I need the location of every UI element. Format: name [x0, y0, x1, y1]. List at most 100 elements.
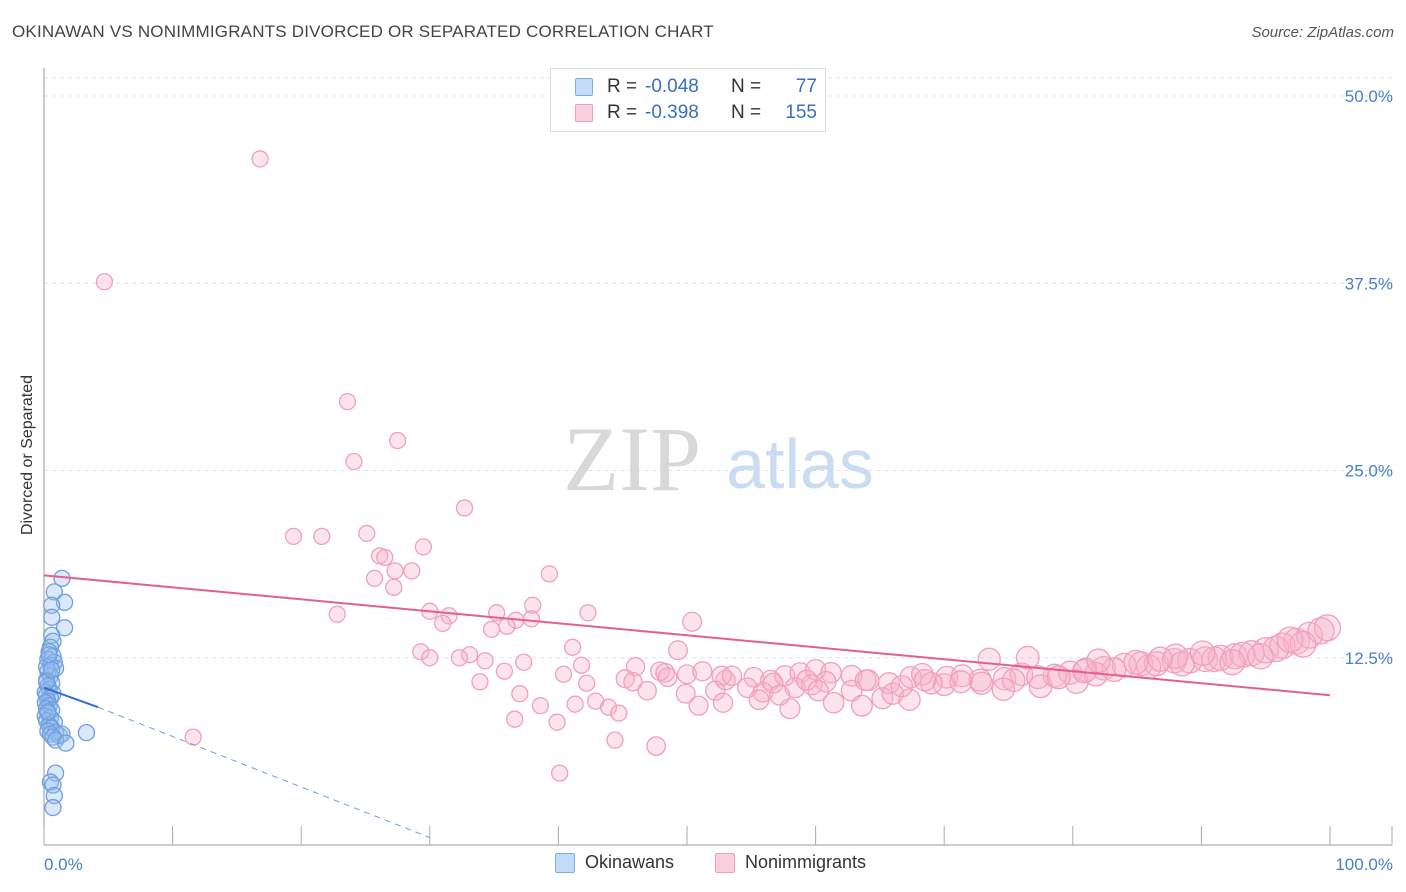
nonimmigrants-point — [615, 669, 635, 689]
okinawans-point — [43, 608, 61, 626]
okinawans-swatch — [555, 852, 575, 873]
nonimmigrants-trend-line — [43, 574, 1331, 697]
nonimmigrants-point — [388, 431, 407, 450]
nonimmigrants-point — [511, 685, 529, 703]
nonimmigrants-points — [95, 150, 1342, 782]
nonimmigrants-point — [807, 679, 829, 702]
nonimmigrants-point — [1046, 665, 1071, 690]
y-tick-label: 50.0% — [1345, 87, 1393, 106]
nonimmigrants-point — [578, 674, 596, 692]
legend-swatch-okinawans — [575, 78, 593, 96]
watermark-zip: ZIP — [563, 408, 701, 510]
tick-labels: 12.5% 25.0% 37.5% 50.0% 0.0% 100.0% — [44, 87, 1393, 874]
okinawans-point — [55, 593, 74, 611]
nonimmigrants-point — [815, 670, 837, 693]
nonimmigrants-point — [1219, 649, 1246, 676]
nonimmigrants-point — [184, 728, 202, 746]
nonimmigrants-point — [623, 672, 643, 692]
okinawans-point — [41, 773, 60, 791]
nonimmigrants-point — [461, 646, 479, 664]
nonimmigrants-point — [606, 731, 624, 749]
nonimmigrants-point — [313, 527, 331, 546]
y-tick-label: 25.0% — [1345, 462, 1393, 481]
nonimmigrants-point — [450, 649, 469, 667]
nonimmigrants-point — [338, 392, 357, 411]
nonimmigrants-point — [515, 653, 533, 671]
nonimmigrants-point — [376, 548, 394, 567]
okinawans-point — [45, 583, 63, 601]
nonimmigrants-point — [890, 674, 913, 698]
nonimmigrants-point — [554, 665, 573, 683]
okinawans-points — [36, 569, 96, 817]
y-tick-label: 12.5% — [1345, 649, 1393, 668]
legend-swatch-nonimmigrants — [575, 104, 593, 122]
nonimmigrants-point — [386, 562, 404, 580]
nonimmigrants-point — [1015, 645, 1040, 670]
series-legend: Okinawans Nonimmigrants — [0, 852, 1406, 876]
watermark-atlas: atlas — [726, 425, 874, 503]
nonimmigrants-point — [358, 524, 376, 543]
nonimmigrants-point — [412, 643, 430, 661]
nonimmigrants-point — [682, 611, 703, 632]
nonimmigrants-point — [566, 695, 584, 713]
nonimmigrants-point — [854, 669, 877, 692]
nonimmigrants-point — [1247, 642, 1274, 670]
nonimmigrants-point — [637, 680, 657, 701]
nonimmigrants-point — [471, 673, 489, 691]
nonimmigrants-point — [1189, 640, 1216, 667]
nonimmigrants-point — [345, 452, 363, 471]
nonimmigrants-point — [540, 565, 559, 583]
legend-r-value: -0.048 — [645, 76, 699, 97]
nonimmigrants-point — [969, 671, 994, 695]
legend-n-label: N = — [731, 76, 762, 97]
nonimmigrants-point — [692, 661, 713, 682]
legend-n-value: 77 — [795, 76, 817, 97]
nonimmigrants-point — [748, 689, 770, 711]
nonimmigrants-point — [949, 670, 973, 694]
legend-r-label: R = — [607, 102, 638, 123]
nonimmigrants-point — [688, 695, 709, 716]
nonimmigrants-point — [579, 604, 597, 622]
nonimmigrants-point — [563, 638, 582, 656]
legend-n-value: 155 — [785, 102, 817, 123]
nonimmigrants-point — [328, 605, 346, 623]
nonimmigrants-point — [657, 667, 678, 688]
nonimmigrants-point — [498, 617, 516, 635]
legend-n-label: N = — [731, 102, 762, 123]
nonimmigrants-point — [1001, 668, 1026, 693]
legend-r-label: R = — [607, 76, 638, 97]
nonimmigrants-point — [668, 640, 688, 661]
nonimmigrants-point — [977, 647, 1001, 671]
okinawans-point — [39, 703, 57, 721]
nonimmigrants-point — [414, 538, 433, 556]
nonimmigrants-swatch — [715, 852, 735, 873]
okinawans-point — [40, 646, 58, 664]
okinawans-point — [77, 724, 96, 742]
okinawans-point — [43, 596, 61, 614]
nonimmigrants-point — [898, 688, 921, 711]
okinawans-point — [46, 731, 65, 749]
legend-item-okinawans[interactable]: Okinawans — [555, 852, 674, 873]
legend-row-okinawans: R = -0.048 N = 77 — [575, 75, 817, 99]
nonimmigrants-point — [1147, 646, 1173, 672]
legend-r-value: -0.398 — [645, 102, 699, 123]
nonimmigrants-point — [822, 691, 845, 714]
nonimmigrants-point — [455, 499, 474, 517]
legend-row-nonimmigrants: R = -0.398 N = 155 — [575, 101, 817, 125]
nonimmigrants-point — [524, 596, 542, 614]
stats-legend: R = -0.048 N = 77 R = -0.398 N = 155 — [550, 68, 826, 132]
nonimmigrants-point — [284, 527, 303, 546]
nonimmigrants-point — [850, 694, 873, 717]
nonimmigrants-point — [365, 569, 384, 588]
okinawans-point — [57, 734, 75, 752]
nonimmigrants-point — [610, 704, 628, 722]
nonimmigrants-point — [522, 610, 541, 628]
nonimmigrants-point — [1313, 614, 1342, 642]
nonimmigrants-point — [476, 652, 494, 670]
legend-item-nonimmigrants[interactable]: Nonimmigrants — [715, 852, 866, 873]
nonimmigrants-point — [705, 680, 726, 701]
nonimmigrants-point — [95, 273, 114, 291]
y-tick-label: 37.5% — [1345, 274, 1393, 293]
nonimmigrants-point — [1276, 626, 1304, 654]
